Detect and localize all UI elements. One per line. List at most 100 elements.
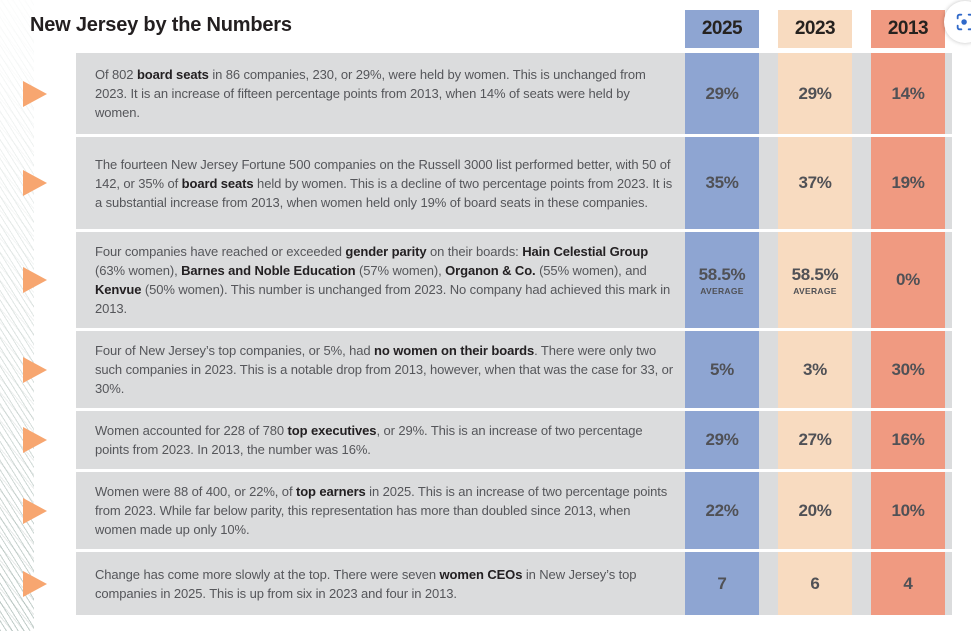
cell-value: 35% <box>705 173 739 192</box>
column-header-2025: 2025 <box>685 10 759 48</box>
body-text: , or 29%. This is an increase of two per… <box>95 423 643 457</box>
table-row: The fourteen New Jersey Fortune 500 comp… <box>23 137 952 229</box>
value-cell-2023: 58.5% AVERAGE <box>778 232 852 328</box>
cell-sub-label: AVERAGE <box>793 285 837 296</box>
arrow-right-triangle-icon <box>23 267 47 293</box>
statistics-table: Of 802 board seats in 86 companies, 230,… <box>23 53 952 618</box>
emphasized-text: women CEOs <box>439 566 523 582</box>
body-text: Women accounted for 228 of 780 <box>95 423 288 438</box>
cell-value: 27% <box>798 430 832 449</box>
visual-search-button[interactable] <box>944 1 971 43</box>
value-cell-2023: 3% <box>778 331 852 408</box>
value-cell-2013: 30% <box>871 331 945 408</box>
body-text: (55% women), and <box>535 263 647 278</box>
table-row: Of 802 board seats in 86 companies, 230,… <box>23 53 952 134</box>
value-cell-2023: 20% <box>778 472 852 549</box>
table-row: Women were 88 of 400, or 22%, of top ear… <box>23 472 952 549</box>
arrow-right-triangle-icon <box>23 497 47 524</box>
cell-value: 4 <box>903 573 913 593</box>
table-row: Four companies have reached or exceeded … <box>23 232 952 328</box>
row-description: Four companies have reached or exceeded … <box>95 242 673 318</box>
emphasized-text: no women on their boards <box>374 343 535 358</box>
body-text: Four of New Jersey’s top companies, or 5… <box>95 343 375 358</box>
cell-value: 29% <box>705 83 739 103</box>
cell-value: 22% <box>705 500 739 520</box>
cell-value: 58.5% <box>698 264 746 284</box>
page-title: New Jersey by the Numbers <box>30 14 292 36</box>
body-text: in 86 companies, 230, or 29%, were held … <box>95 67 646 120</box>
cell-value: 7 <box>717 573 727 593</box>
emphasized-text: top executives <box>287 423 377 438</box>
row-description: Women accounted for 228 of 780 top execu… <box>95 421 673 459</box>
body-text: held by women. This is a decline of two … <box>95 175 673 210</box>
arrow-right-triangle-icon <box>23 170 47 196</box>
body-text: Women were 88 of 400, or 22%, of <box>95 484 296 499</box>
cell-value: 14% <box>891 83 925 103</box>
cell-value: 29% <box>705 430 739 449</box>
body-text: on their boards: <box>426 244 523 259</box>
value-cell-2025: 29% <box>685 411 759 469</box>
emphasized-text: Hain Celestial Group <box>522 244 649 259</box>
cell-value: 3% <box>803 359 827 379</box>
row-description: The fourteen New Jersey Fortune 500 comp… <box>95 155 673 212</box>
body-text: The fourteen New Jersey Fortune 500 comp… <box>95 156 671 191</box>
arrow-right-triangle-icon <box>23 356 47 383</box>
arrow-right-triangle-icon <box>23 570 47 597</box>
value-cell-2025: 35% <box>685 137 759 229</box>
value-cell-2025: 7 <box>685 552 759 615</box>
cell-value: 20% <box>798 500 832 520</box>
cell-value: 29% <box>798 83 832 103</box>
cell-value: 6 <box>810 573 820 593</box>
emphasized-text: Kenvue <box>95 282 142 297</box>
emphasized-text: board seats <box>181 175 254 191</box>
visual-search-icon <box>956 13 971 31</box>
emphasized-text: board seats <box>136 67 209 82</box>
arrow-right-triangle-icon <box>23 80 47 107</box>
row-description: Women were 88 of 400, or 22%, of top ear… <box>95 482 673 539</box>
body-text: in 2025. This is an increase of two perc… <box>95 484 668 537</box>
row-description: Of 802 board seats in 86 companies, 230,… <box>95 65 673 122</box>
value-cell-2023: 27% <box>778 411 852 469</box>
body-text: Four companies have reached or exceeded <box>95 244 346 259</box>
cell-value: 19% <box>891 173 925 192</box>
body-text: (50% women). This number is unchanged fr… <box>95 282 671 316</box>
value-cell-2025: 58.5% AVERAGE <box>685 232 759 328</box>
cell-value: 58.5% <box>791 264 839 284</box>
table-row: Four of New Jersey’s top companies, or 5… <box>23 331 952 408</box>
cell-value: 30% <box>891 359 925 379</box>
body-text: Change has come more slowly at the top. … <box>95 566 440 582</box>
body-text: (57% women), <box>355 263 446 278</box>
value-cell-2013: 14% <box>871 53 945 134</box>
value-cell-2013: 4 <box>871 552 945 615</box>
value-cell-2013: 16% <box>871 411 945 469</box>
table-row: Women accounted for 228 of 780 top execu… <box>23 411 952 469</box>
emphasized-text: Barnes and Noble Education <box>181 263 356 278</box>
row-description: Four of New Jersey’s top companies, or 5… <box>95 341 673 398</box>
arrow-right-triangle-icon <box>23 427 47 453</box>
value-cell-2025: 22% <box>685 472 759 549</box>
table-row: Change has come more slowly at the top. … <box>23 552 952 615</box>
cell-value: 0% <box>896 270 920 289</box>
cell-sub-label: AVERAGE <box>700 285 744 296</box>
body-text: (63% women), <box>95 263 182 278</box>
emphasized-text: gender parity <box>345 244 427 259</box>
value-cell-2013: 0% <box>871 232 945 328</box>
body-text: Of 802 <box>95 67 137 82</box>
column-header-2013: 2013 <box>871 10 945 48</box>
body-text: in New Jersey’s top companies in 2025. T… <box>95 566 637 601</box>
emphasized-text: top earners <box>295 484 366 499</box>
value-cell-2025: 5% <box>685 331 759 408</box>
emphasized-text: Organon & Co. <box>445 263 536 278</box>
body-text: . There were only two such companies in … <box>95 343 673 396</box>
value-cell-2013: 19% <box>871 137 945 229</box>
cell-value: 16% <box>891 430 925 449</box>
value-cell-2013: 10% <box>871 472 945 549</box>
value-cell-2023: 6 <box>778 552 852 615</box>
cell-value: 5% <box>710 359 734 379</box>
value-cell-2023: 29% <box>778 53 852 134</box>
cell-value: 37% <box>798 173 832 192</box>
cell-value: 10% <box>891 500 925 520</box>
value-cell-2023: 37% <box>778 137 852 229</box>
row-description: Change has come more slowly at the top. … <box>95 565 673 603</box>
column-header-2023: 2023 <box>778 10 852 48</box>
